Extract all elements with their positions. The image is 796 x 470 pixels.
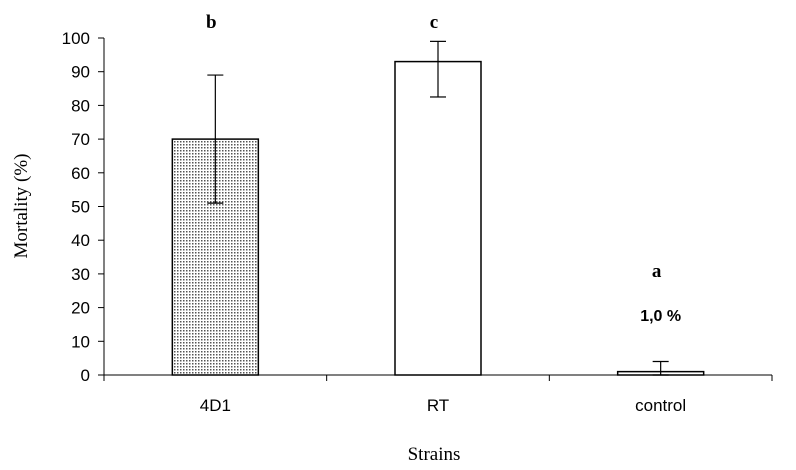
error-bars <box>207 40 669 376</box>
x-axis-title: Strains <box>408 444 461 465</box>
y-tick-label: 100 <box>62 29 90 48</box>
x-tick-label: RT <box>427 396 449 415</box>
error-bar-4D1 <box>207 74 224 204</box>
bars <box>171 60 705 376</box>
y-axis-title: Mortality (%) <box>11 153 32 258</box>
value-annotation: 1,0 % <box>640 308 681 325</box>
significance-letter-control: a <box>652 261 662 282</box>
y-tick-label: 0 <box>81 366 90 385</box>
y-tick-label: 90 <box>71 63 90 82</box>
value-annotations: 1,0 % <box>640 308 681 325</box>
y-tick-label: 20 <box>71 299 90 318</box>
error-bar-control <box>652 360 669 376</box>
bar-RT <box>394 60 482 376</box>
x-ticks: 4D1 RT control <box>103 375 773 415</box>
x-tick-label: control <box>635 396 686 415</box>
significance-letter-RT: c <box>430 12 438 33</box>
y-ticks: 0 10 20 30 40 50 60 70 80 90 100 <box>62 29 104 385</box>
significance-letter-4D1: b <box>206 12 217 33</box>
y-tick-label: 80 <box>71 96 90 115</box>
x-tick-label: 4D1 <box>200 396 231 415</box>
y-tick-label: 70 <box>71 130 90 149</box>
y-tick-label: 40 <box>71 231 90 250</box>
error-bar-RT <box>430 40 446 98</box>
y-tick-label: 30 <box>71 265 90 284</box>
y-tick-label: 60 <box>71 164 90 183</box>
y-tick-label: 10 <box>71 332 90 351</box>
significance-letters: b c a <box>206 12 662 282</box>
y-tick-label: 50 <box>71 198 90 217</box>
